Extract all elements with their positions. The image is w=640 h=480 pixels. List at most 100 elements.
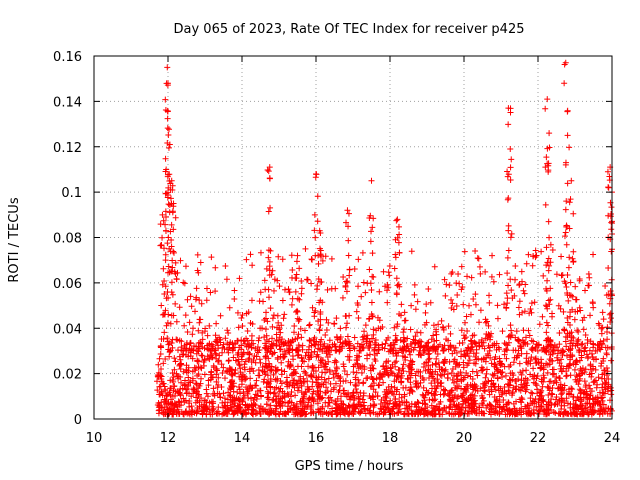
data-point — [240, 323, 246, 329]
data-point — [306, 322, 312, 328]
data-point — [309, 257, 315, 263]
data-point — [543, 302, 549, 308]
data-point — [507, 276, 513, 282]
data-point — [583, 366, 589, 372]
data-point — [308, 281, 314, 287]
data-point — [563, 373, 569, 379]
data-point — [495, 316, 501, 322]
data-point — [545, 323, 551, 329]
data-point — [567, 199, 573, 205]
data-point — [296, 317, 302, 323]
data-point — [307, 322, 313, 328]
data-point — [169, 289, 175, 295]
data-point — [277, 283, 283, 289]
data-point — [187, 319, 193, 325]
data-point — [464, 273, 470, 279]
data-point — [543, 202, 549, 208]
data-point — [268, 403, 274, 409]
data-point — [464, 328, 470, 334]
data-point — [396, 232, 402, 238]
data-point — [204, 391, 210, 397]
data-point — [343, 325, 349, 331]
data-point — [460, 302, 466, 308]
data-point — [478, 307, 484, 313]
data-point — [258, 250, 264, 256]
data-point — [329, 286, 335, 292]
data-point — [562, 233, 568, 239]
data-point — [543, 262, 549, 268]
data-point — [540, 384, 546, 390]
data-point — [568, 280, 574, 286]
data-point — [423, 301, 429, 307]
data-point — [537, 389, 543, 395]
data-point — [504, 290, 510, 296]
data-point — [560, 309, 566, 315]
data-point — [202, 372, 208, 378]
data-point — [565, 132, 571, 138]
data-point — [508, 177, 514, 183]
data-point — [298, 334, 304, 340]
data-point — [398, 301, 404, 307]
data-point — [224, 327, 230, 333]
data-point — [393, 333, 399, 339]
data-point — [431, 397, 437, 403]
data-point — [373, 337, 379, 343]
data-point — [539, 314, 545, 320]
data-point — [253, 378, 259, 384]
data-point — [418, 330, 424, 336]
x-axis-label: GPS time / hours — [295, 459, 404, 474]
data-point — [508, 322, 514, 328]
data-point — [280, 297, 286, 303]
data-point — [355, 315, 361, 321]
chart-title: Day 065 of 2023, Rate Of TEC Index for r… — [174, 22, 525, 37]
data-point — [194, 381, 200, 387]
data-point — [269, 324, 275, 330]
data-point — [165, 342, 171, 348]
data-point — [258, 393, 264, 399]
data-point — [477, 264, 483, 270]
data-point — [394, 275, 400, 281]
data-point — [304, 276, 310, 282]
data-point — [315, 218, 321, 224]
data-point — [289, 252, 295, 258]
data-point — [279, 367, 285, 373]
data-point — [396, 240, 402, 246]
data-point — [192, 308, 198, 314]
data-point — [346, 357, 352, 363]
data-point — [361, 279, 367, 285]
data-point — [277, 389, 283, 395]
data-point — [394, 291, 400, 297]
data-point — [507, 146, 513, 152]
data-point — [504, 270, 510, 276]
data-point — [446, 410, 452, 416]
data-point — [213, 321, 219, 327]
data-point — [224, 276, 230, 282]
data-point — [591, 378, 597, 384]
data-point — [363, 322, 369, 328]
data-point — [305, 400, 311, 406]
data-point — [411, 292, 417, 298]
data-point — [173, 215, 179, 221]
data-point — [170, 209, 176, 215]
data-point — [596, 374, 602, 380]
data-point — [574, 327, 580, 333]
data-point — [250, 411, 256, 417]
data-point — [428, 300, 434, 306]
data-point — [161, 329, 167, 335]
data-point — [433, 356, 439, 362]
data-point — [162, 97, 168, 103]
data-point — [564, 315, 570, 321]
data-point — [368, 228, 374, 234]
data-point — [530, 339, 536, 345]
data-point — [257, 372, 263, 378]
data-point — [256, 338, 262, 344]
data-point — [559, 273, 565, 279]
data-point — [455, 271, 461, 277]
data-point — [476, 319, 482, 325]
data-point — [394, 216, 400, 222]
data-point — [312, 212, 318, 218]
data-point — [314, 286, 320, 292]
data-point — [295, 296, 301, 302]
data-point — [538, 249, 544, 255]
data-point — [547, 297, 553, 303]
